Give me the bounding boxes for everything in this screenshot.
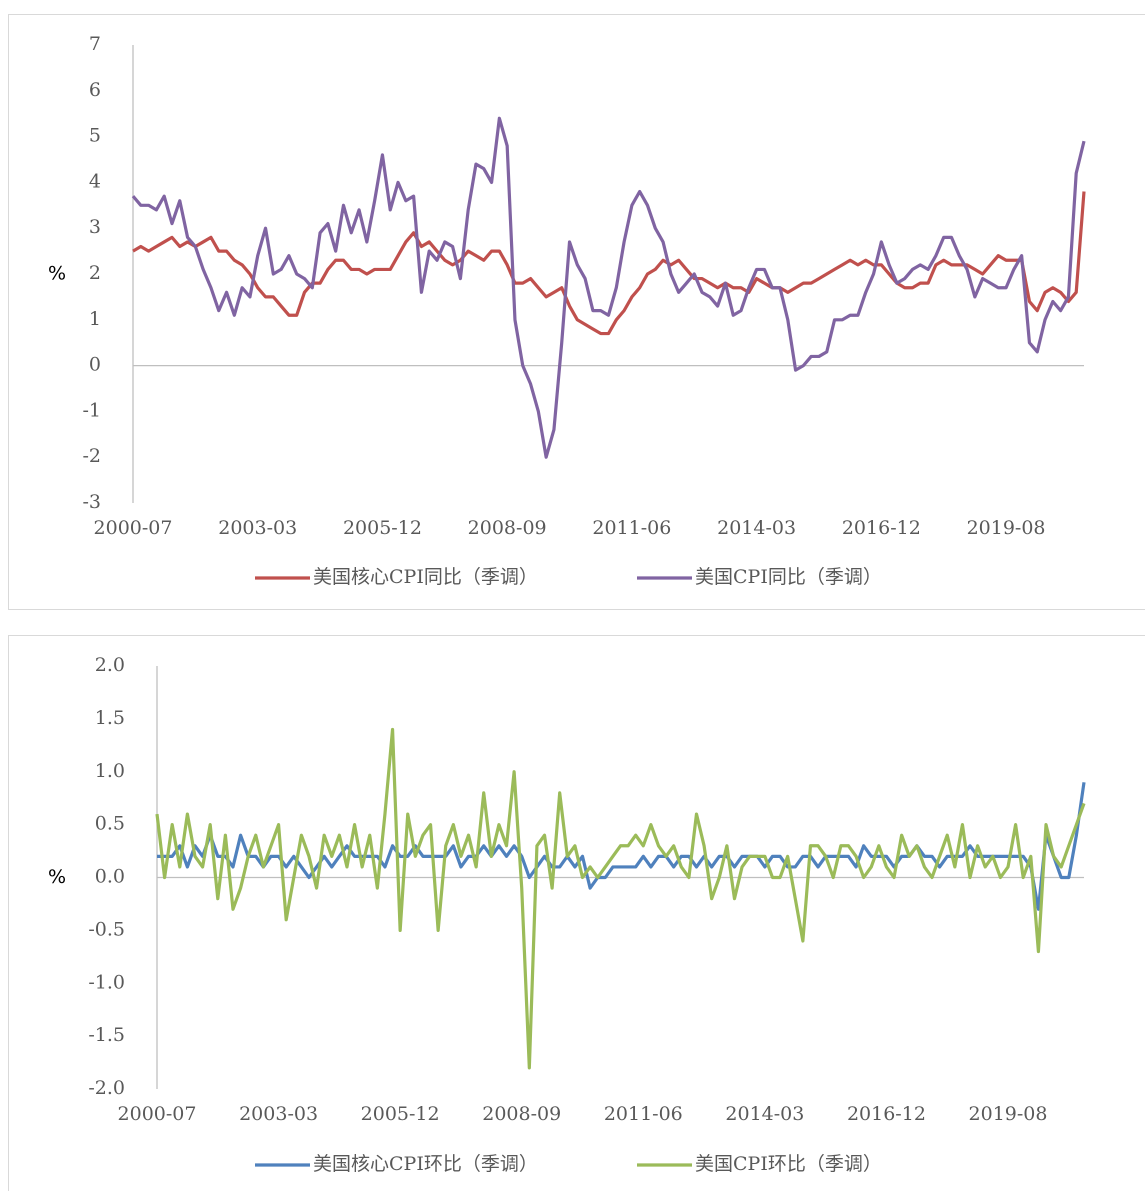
y-tick-label: 1 bbox=[89, 308, 101, 330]
x-tick-label: 2008-09 bbox=[482, 1103, 561, 1125]
y-tick-label: -0.5 bbox=[88, 918, 125, 940]
y-tick-label: -1.5 bbox=[88, 1024, 125, 1046]
x-tick-label: 2014-03 bbox=[717, 517, 796, 539]
x-tick-label: 2011-06 bbox=[604, 1103, 683, 1125]
x-tick-label: 2003-03 bbox=[218, 517, 297, 539]
y-tick-label: -3 bbox=[82, 491, 101, 513]
x-tick-label: 2005-12 bbox=[343, 517, 422, 539]
x-tick-label: 2016-12 bbox=[847, 1103, 926, 1125]
legend-label: 美国CPI同比（季调） bbox=[695, 566, 882, 588]
x-tick-label: 2016-12 bbox=[842, 517, 921, 539]
y-tick-label: -2.0 bbox=[88, 1077, 125, 1099]
x-tick-label: 2003-03 bbox=[239, 1103, 318, 1125]
y-tick-label: 3 bbox=[89, 216, 101, 238]
y-tick-label: -1.0 bbox=[88, 971, 125, 993]
chart-frame bbox=[8, 14, 1145, 610]
y-tick-label: -2 bbox=[82, 445, 101, 467]
y-tick-label: 7 bbox=[89, 33, 101, 55]
x-tick-label: 2005-12 bbox=[361, 1103, 440, 1125]
x-tick-label: 2000-07 bbox=[118, 1103, 197, 1125]
y-tick-label: 0 bbox=[89, 354, 101, 376]
y-tick-label: -1 bbox=[82, 399, 101, 421]
legend-label: 美国CPI环比（季调） bbox=[695, 1153, 882, 1175]
y-tick-label: 1.0 bbox=[95, 760, 125, 782]
y-tick-label: 6 bbox=[89, 79, 101, 101]
legend-label: 美国核心CPI同比（季调） bbox=[313, 566, 538, 588]
x-tick-label: 2000-07 bbox=[94, 517, 173, 539]
y-tick-label: 0.0 bbox=[95, 866, 125, 888]
legend-label: 美国核心CPI环比（季调） bbox=[313, 1153, 538, 1175]
data-line bbox=[132, 191, 1086, 336]
y-tick-label: 4 bbox=[89, 170, 101, 192]
chart-frame bbox=[8, 635, 1145, 1191]
x-tick-label: 2019-08 bbox=[969, 1103, 1048, 1125]
y-tick-label: 5 bbox=[89, 125, 101, 147]
data-line bbox=[157, 782, 1086, 911]
y-tick-label: 0.5 bbox=[95, 813, 125, 835]
y-tick-label: 2.0 bbox=[95, 654, 125, 676]
x-tick-label: 2008-09 bbox=[468, 517, 547, 539]
y-axis-label: % bbox=[48, 263, 66, 285]
x-tick-label: 2014-03 bbox=[725, 1103, 804, 1125]
y-tick-label: 2 bbox=[89, 262, 101, 284]
x-tick-label: 2011-06 bbox=[592, 517, 671, 539]
x-tick-label: 2019-08 bbox=[967, 517, 1046, 539]
data-line bbox=[131, 116, 1086, 459]
y-axis-label: % bbox=[48, 866, 66, 888]
data-line bbox=[155, 727, 1086, 1070]
y-tick-label: 1.5 bbox=[95, 707, 125, 729]
